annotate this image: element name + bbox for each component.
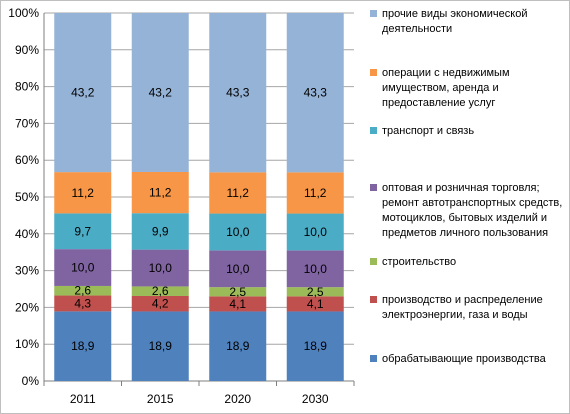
y-tick-label: 50% bbox=[15, 190, 39, 204]
bar-segment bbox=[131, 295, 189, 312]
legend-label: предоставление услуг bbox=[382, 97, 495, 109]
bar-segment bbox=[54, 285, 112, 296]
legend-label: транспорт и связь bbox=[382, 125, 474, 137]
legend-label: ремонт автотранспортных средств, bbox=[382, 197, 562, 209]
legend-label: предметов личного пользования bbox=[382, 227, 548, 239]
y-tick-label: 20% bbox=[15, 300, 39, 314]
bar-segment bbox=[131, 13, 189, 172]
y-tick-label: 100% bbox=[8, 6, 39, 20]
legend-label: обрабатывающие производства bbox=[382, 353, 547, 365]
y-tick-label: 0% bbox=[22, 374, 40, 388]
legend-swatch bbox=[370, 10, 377, 17]
legend-swatch bbox=[370, 127, 377, 134]
data-label: 10,0 bbox=[226, 262, 250, 276]
bar-segment bbox=[131, 249, 189, 287]
y-tick-label: 30% bbox=[15, 264, 39, 278]
x-tick-label: 2020 bbox=[224, 392, 251, 406]
bar-segment bbox=[131, 171, 189, 214]
data-label: 10,0 bbox=[304, 262, 328, 276]
y-tick-label: 70% bbox=[15, 116, 39, 130]
legend-label: оптовая и розничная торговля; bbox=[382, 182, 540, 194]
legend-swatch bbox=[370, 258, 377, 265]
y-tick-label: 10% bbox=[15, 337, 39, 351]
legend-label: деятельности bbox=[382, 23, 452, 35]
bar-segment bbox=[286, 287, 344, 297]
data-label: 9,9 bbox=[152, 224, 169, 238]
bar-segment bbox=[209, 296, 267, 312]
data-label: 11,2 bbox=[72, 186, 95, 200]
data-label: 4,2 bbox=[152, 297, 169, 311]
bar-segment bbox=[209, 213, 267, 251]
x-tick-label: 2015 bbox=[147, 392, 174, 406]
data-label: 10,0 bbox=[71, 261, 95, 275]
data-label: 11,2 bbox=[304, 186, 327, 200]
legend-swatch bbox=[370, 355, 377, 362]
data-label: 2,6 bbox=[152, 284, 169, 298]
data-label: 4,3 bbox=[74, 296, 91, 310]
data-label: 2,5 bbox=[307, 285, 324, 299]
bar-segment bbox=[286, 311, 344, 381]
data-label: 18,9 bbox=[71, 339, 95, 353]
data-label: 11,2 bbox=[227, 186, 250, 200]
data-label: 10,0 bbox=[304, 225, 328, 239]
data-label: 4,1 bbox=[229, 297, 246, 311]
y-tick-label: 80% bbox=[15, 80, 39, 94]
bar-segment bbox=[131, 311, 189, 381]
data-label: 2,6 bbox=[74, 284, 91, 298]
data-label: 18,9 bbox=[226, 339, 250, 353]
legend-label: имуществом, аренда и bbox=[382, 82, 499, 94]
data-label: 18,9 bbox=[304, 339, 328, 353]
legend-label: производство и распределение bbox=[382, 294, 543, 306]
bar-segment bbox=[209, 250, 267, 288]
data-label: 4,1 bbox=[307, 297, 324, 311]
y-tick-label: 40% bbox=[15, 227, 39, 241]
data-label: 10,0 bbox=[226, 225, 250, 239]
bar-segment bbox=[209, 311, 267, 381]
bar-segment bbox=[54, 213, 112, 250]
bar-segment bbox=[286, 296, 344, 312]
data-label: 43,2 bbox=[149, 85, 173, 99]
bar-segment bbox=[286, 13, 344, 173]
bar-segment bbox=[54, 13, 112, 173]
data-label: 2,5 bbox=[229, 285, 246, 299]
bar-segment bbox=[209, 13, 267, 173]
legend-label: мотоциклов, бытовых изделий и bbox=[382, 212, 547, 224]
x-tick-label: 2030 bbox=[302, 392, 329, 406]
y-tick-label: 60% bbox=[15, 153, 39, 167]
data-label: 43,2 bbox=[71, 86, 95, 100]
bar-segment bbox=[209, 287, 267, 297]
x-tick-label: 2011 bbox=[70, 392, 96, 406]
data-label: 18,9 bbox=[149, 339, 173, 353]
data-label: 43,3 bbox=[226, 86, 250, 100]
bar-segment bbox=[54, 249, 112, 286]
legend-label: операции с недвижимым bbox=[382, 67, 510, 79]
legend-swatch bbox=[370, 184, 377, 191]
data-label: 9,7 bbox=[74, 224, 91, 238]
bar-segment bbox=[54, 311, 112, 381]
bar-segment bbox=[286, 172, 344, 214]
data-label: 10,0 bbox=[149, 261, 173, 275]
legend-swatch bbox=[370, 69, 377, 76]
data-label: 11,2 bbox=[149, 186, 172, 200]
legend-label: электроэнергии, газа и воды bbox=[382, 309, 528, 321]
bar-segment bbox=[54, 295, 112, 312]
legend-label: прочие виды экономической bbox=[382, 8, 527, 20]
legend-label: строительство bbox=[382, 256, 456, 268]
bar-segment bbox=[131, 286, 189, 296]
bar-segment bbox=[131, 213, 189, 250]
legend-swatch bbox=[370, 296, 377, 303]
data-label: 43,3 bbox=[304, 86, 328, 100]
bar-segment bbox=[286, 213, 344, 251]
y-tick-label: 90% bbox=[15, 43, 39, 57]
bar-segment bbox=[286, 250, 344, 288]
bar-segment bbox=[54, 172, 112, 214]
bar-segment bbox=[209, 172, 267, 214]
